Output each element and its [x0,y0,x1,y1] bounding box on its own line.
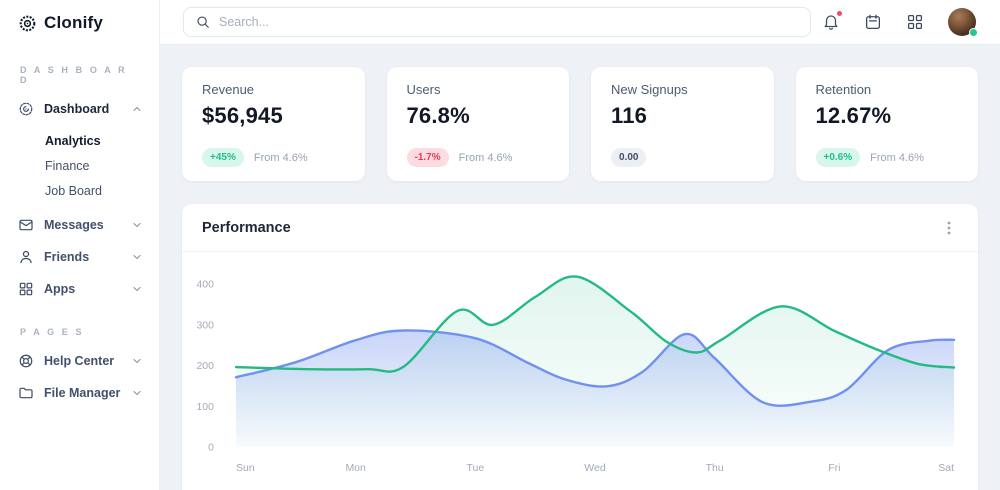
sidebar-item-file-manager[interactable]: File Manager [0,377,159,409]
stats-row: Revenue $56,945 +45% From 4.6% Users 76.8% -1.… [182,67,978,181]
sidebar-subitem-job-board[interactable]: Job Board [45,183,102,198]
chevron-down-icon [131,283,143,295]
stat-footer: -1.7% From 4.6% [406,148,550,167]
chevron-down-icon [131,387,143,399]
messages-icon [18,217,34,233]
sidebar-item-label: Messages [44,218,104,232]
stat-title: Revenue [202,82,255,97]
stat-badge: -1.7% [406,148,449,167]
series-blue-line [234,329,956,407]
main-content: Revenue $56,945 +45% From 4.6% Users 76.8% -1.… [160,45,1000,490]
stat-title: Users [406,82,441,97]
x-axis-label-wed: Wed [584,462,606,474]
stat-title: New Signups [611,82,688,97]
chevron-down-icon [131,219,143,231]
topbar [160,0,1000,45]
stat-footer: +45% From 4.6% [202,148,345,167]
stat-card-revenue: Revenue $56,945 +45% From 4.6% [182,67,365,181]
performance-chart[interactable]: 0 100 200 300 400 Sun Mon Tue Wed Thu Fri Sat [182,252,977,490]
apps-launcher-button[interactable] [906,13,924,31]
sidebar-item-label: File Manager [44,386,121,400]
topbar-actions [822,8,978,37]
stat-note: From 4.6% [458,151,513,164]
performance-menu-button[interactable] [938,216,960,240]
y-axis-tick-300: 300 [196,319,214,331]
stat-footer: 0.00 [611,148,754,167]
sidebar-item-apps[interactable]: Apps [0,273,159,305]
y-axis-tick-200: 200 [196,360,214,372]
sidebar-item-messages[interactable]: Messages [0,209,159,241]
stat-note: From 4.6% [253,151,308,164]
section-label-dashboard: D A S H B O A R D [20,65,128,85]
sidebar-item-friends[interactable]: Friends [0,241,159,273]
dashboard-icon [18,101,34,117]
stat-card-new-signups: New Signups 116 0.00 [591,67,774,181]
stat-value: 76.8% [406,103,470,128]
sidebar: Clonify D A S H B O A R D Dashboard Analyt… [0,0,160,490]
calendar-icon [865,14,881,30]
series-green-line [234,275,956,373]
y-axis-tick-400: 400 [196,279,214,291]
stat-value: 12.67% [815,103,892,128]
stat-badge: +0.6% [815,148,861,167]
stat-badge: +45% [202,148,244,167]
performance-header: Performance [182,204,978,252]
x-axis-label-sun: Sun [236,462,255,474]
performance-card: Performance 0 100 200 300 400 Sun Mon Tue Wed Thu… [182,204,978,490]
stat-title: Retention [815,82,872,97]
apps-icon [18,281,34,297]
sidebar-sublist-dashboard: Analytics Finance Job Board [0,125,159,209]
y-axis-tick-100: 100 [196,401,214,413]
search-box[interactable] [183,7,811,37]
x-axis-label-tue: Tue [466,462,484,474]
search-input[interactable] [219,15,798,29]
x-axis-label-thu: Thu [706,462,724,474]
x-axis-label-mon: Mon [345,462,366,474]
logo-text: Clonify [44,13,104,32]
sidebar-subitem-analytics[interactable]: Analytics [45,133,101,148]
stat-card-retention: Retention 12.67% +0.6% From 4.6% [795,67,978,181]
folder-icon [18,385,34,401]
sidebar-item-label: Friends [44,250,90,264]
stat-note: From 4.6% [870,151,924,164]
search-icon [197,16,209,28]
friends-icon [18,249,34,265]
kebab-icon [947,221,951,235]
y-axis-tick-0: 0 [208,442,214,454]
apps-grid-icon [907,14,923,30]
sidebar-item-help-center[interactable]: Help Center [0,345,159,377]
chevron-down-icon [131,355,143,367]
sidebar-nav: D A S H B O A R D Dashboard Analytics Finan… [0,65,159,409]
stat-value: 116 [611,103,648,128]
sidebar-item-dashboard[interactable]: Dashboard [0,93,159,125]
stat-badge: 0.00 [611,148,647,167]
series-blue-area [236,330,954,447]
bell-icon [824,15,838,30]
x-axis-label-fri: Fri [828,462,840,474]
notification-dot [836,10,843,17]
sidebar-item-label: Dashboard [44,102,110,116]
clonify-logo-icon [18,14,37,33]
x-axis-label-sat: Sat [938,462,954,474]
section-label-pages: P A G E S [20,327,85,337]
chevron-down-icon [131,251,143,263]
sidebar-item-label: Help Center [44,354,115,368]
online-status-dot [969,28,978,37]
calendar-button[interactable] [864,13,882,31]
performance-title: Performance [202,220,291,236]
user-menu[interactable] [948,8,978,37]
help-icon [18,353,34,369]
sidebar-item-label: Apps [44,282,76,296]
notifications-button[interactable] [822,10,843,31]
chevron-up-icon [131,103,143,115]
sidebar-subitem-finance[interactable]: Finance [45,158,90,173]
performance-chart-area: 0 100 200 300 400 Sun Mon Tue Wed Thu Fri Sat [182,252,978,490]
stat-value: $56,945 [202,103,283,128]
logo[interactable]: Clonify [0,0,159,43]
stat-footer: +0.6% From 4.6% [815,148,959,167]
stat-card-users: Users 76.8% -1.7% From 4.6% [386,67,569,181]
